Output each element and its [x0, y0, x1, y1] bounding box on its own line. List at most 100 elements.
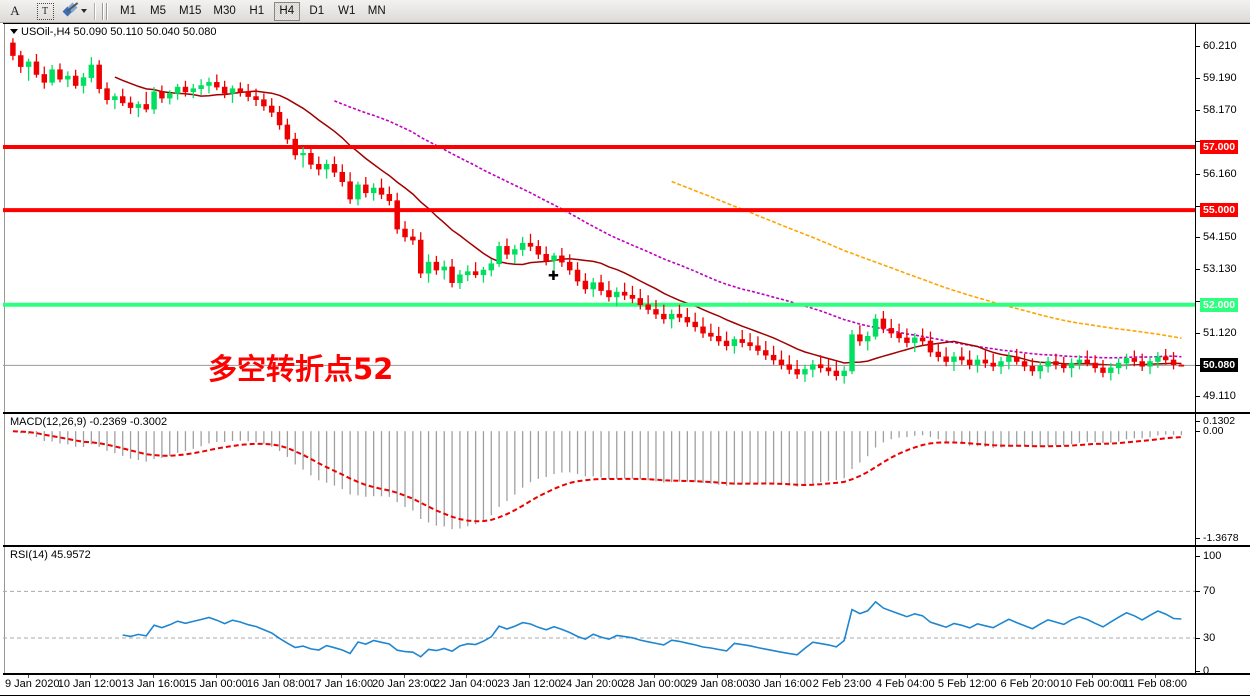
timeframe-m5[interactable]: M5: [150, 5, 166, 17]
time-axis-tick: [967, 675, 969, 678]
time-axis-label: 5 Feb 12:00: [937, 678, 997, 690]
time-axis-tick: [1029, 675, 1031, 678]
timeframe-mn[interactable]: MN: [367, 5, 386, 17]
macd-axis-tick: [1196, 421, 1200, 422]
price-axis-label: 58.170: [1203, 104, 1237, 117]
timeframe-d1[interactable]: D1: [309, 5, 325, 17]
text-label-tool-icon[interactable]: T: [30, 1, 60, 22]
rsi-pane[interactable]: RSI(14) 45.9572 100 70 30 0: [3, 546, 1250, 677]
time-axis-tick: [216, 675, 218, 678]
time-axis-tick: [1092, 675, 1094, 678]
price-level-badge[interactable]: 52.000: [1200, 297, 1239, 312]
price-axis-label: 53.130: [1203, 263, 1237, 276]
time-axis-label: 13 Jan 16:00: [121, 678, 186, 690]
shapes-icon: [62, 2, 80, 18]
current-price-badge: 50.080: [1200, 358, 1239, 373]
price-axis-label: 59.190: [1203, 71, 1237, 84]
rsi-axis-tick: [1196, 556, 1200, 558]
time-axis-label: 17 Jan 16:00: [309, 678, 374, 690]
macd-axis-label: -1.3678: [1203, 531, 1239, 544]
price-axis-label: 54.150: [1203, 230, 1237, 243]
time-axis-label: 24 Jan 20:00: [559, 678, 624, 690]
time-axis[interactable]: 9 Jan 2020 10 Jan 12:00 13 Jan 16:00 15 Jan…: [3, 674, 1250, 696]
rsi-axis-label: 30: [1203, 632, 1216, 644]
time-axis-tick: [716, 675, 718, 678]
collapse-triangle-icon[interactable]: [10, 29, 18, 34]
timeframe-m1[interactable]: M1: [120, 5, 136, 17]
time-axis-tick: [529, 675, 531, 678]
time-axis-label: 23 Jan 12:00: [497, 678, 561, 690]
rsi-axis-label: 100: [1203, 550, 1222, 563]
label-box-icon: T: [36, 2, 54, 20]
rsi-axis-tick: [1196, 671, 1200, 672]
time-axis-label: 10 Jan 12:00: [57, 678, 122, 690]
time-axis-tick: [89, 675, 91, 678]
macd-pane-title: MACD(12,26,9) -0.2369 -0.3002: [10, 416, 168, 428]
macd-plot-area[interactable]: [3, 414, 1195, 545]
timeframe-m15[interactable]: M15: [179, 5, 202, 17]
macd-axis[interactable]: 0.1302 0.00 -1.3678: [1195, 414, 1250, 545]
pane-left-bar: [3, 547, 6, 673]
chart-frame: 多空转折点52 ✚ USOil-,H4 50.090 50.110 50.040…: [0, 23, 1250, 696]
price-axis-label: 49.110: [1203, 389, 1236, 402]
text-tool-icon[interactable]: A: [10, 3, 20, 18]
price-axis-tick: [1196, 45, 1200, 47]
time-axis-label: 22 Jan 04:00: [434, 678, 498, 690]
price-axis-tick: [1196, 205, 1200, 207]
time-axis-tick: [780, 675, 782, 678]
time-axis-label: 9 Jan 2020: [5, 678, 60, 690]
time-axis-tick: [403, 675, 405, 678]
time-axis-label: 29 Jan 08:00: [685, 678, 749, 690]
time-axis-label: 10 Feb 00:00: [1060, 678, 1125, 690]
symbol-ohlc-label: USOil-,H4 50.090 50.110 50.040 50.080: [21, 26, 217, 38]
rsi-plot-area[interactable]: [3, 547, 1195, 673]
rsi-pane-title: RSI(14) 45.9572: [10, 549, 91, 561]
time-axis-label: 4 Feb 04:00: [875, 678, 935, 690]
time-axis-label: 16 Jan 08:00: [246, 678, 311, 690]
rsi-chart-svg: [3, 590, 1195, 658]
price-axis-label: 60.210: [1203, 39, 1237, 52]
price-axis-tick: [1196, 395, 1200, 397]
price-axis-tick: [1196, 269, 1200, 271]
time-axis-tick: [1155, 675, 1157, 678]
timeframe-w1[interactable]: W1: [338, 5, 356, 17]
rsi-axis[interactable]: 100 70 30 0: [1195, 547, 1250, 677]
price-chart-svg: [3, 38, 1195, 384]
price-axis-tick: [1196, 77, 1200, 79]
time-axis-tick: [341, 675, 343, 678]
price-axis-label: 51.120: [1203, 326, 1237, 339]
toolbar-grip[interactable]: [102, 2, 109, 20]
time-axis-tick: [842, 675, 844, 678]
time-axis-tick: [465, 675, 467, 678]
price-axis-label: 56.160: [1203, 167, 1237, 180]
pane-left-bar: [3, 24, 6, 412]
price-axis-tick: [1196, 301, 1200, 303]
pane-left-bar: [3, 414, 6, 545]
crosshair-marker: ✚: [548, 268, 559, 283]
time-axis-label: 15 Jan 00:00: [184, 678, 248, 690]
price-axis-tick: [1196, 364, 1200, 366]
price-plot-area[interactable]: 多空转折点52 ✚: [3, 24, 1195, 412]
time-axis-tick: [905, 675, 907, 678]
price-pane-title[interactable]: USOil-,H4 50.090 50.110 50.040 50.080: [10, 26, 217, 38]
price-axis-tick: [1196, 110, 1200, 112]
time-axis-tick: [278, 675, 280, 678]
toolbar-separator: [94, 2, 96, 20]
time-axis-tick: [28, 675, 30, 678]
time-axis-label: 20 Jan 23:00: [372, 678, 436, 690]
timeframe-h4[interactable]: H4: [273, 1, 300, 21]
price-axis-tick: [1196, 332, 1200, 334]
shapes-dropdown-button[interactable]: [60, 1, 90, 22]
timeframe-bar: M1 M5 M15 M30 H1 H4 D1 W1 MN: [113, 1, 392, 21]
price-axis[interactable]: 60.210 59.190 58.170 56.160 54.150 53.130 51.1…: [1195, 24, 1250, 412]
time-axis-label: 30 Jan 16:00: [748, 678, 812, 690]
timeframe-m30[interactable]: M30: [213, 5, 236, 17]
price-pane[interactable]: 多空转折点52 ✚ USOil-,H4 50.090 50.110 50.040…: [3, 23, 1250, 413]
toolbar: A T M1 M5 M15 M30 H1 H4 D1 W1 MN: [0, 0, 1250, 23]
timeframe-h1[interactable]: H1: [249, 5, 265, 17]
price-level-badge[interactable]: 55.000: [1200, 203, 1239, 218]
price-level-badge[interactable]: 57.000: [1200, 140, 1239, 155]
macd-pane[interactable]: MACD(12,26,9) -0.2369 -0.3002 0.1302 0.00…: [3, 413, 1250, 546]
macd-axis-label: 0.00: [1203, 425, 1224, 438]
